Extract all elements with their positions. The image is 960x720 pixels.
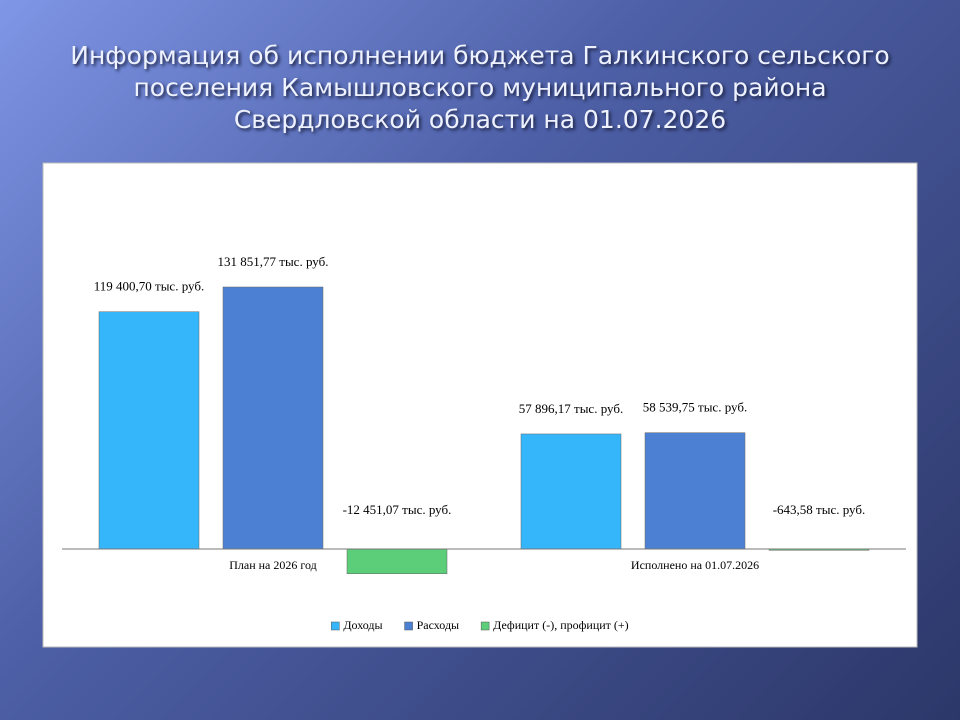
- x-tick-label: Исполнено на 01.07.2026: [631, 558, 759, 572]
- value-label: 131 851,77 тыс. руб.: [218, 254, 329, 269]
- bar: [520, 433, 622, 550]
- x-tick-label: План на 2026 год: [229, 558, 317, 572]
- value-label: 57 896,17 тыс. руб.: [519, 401, 623, 416]
- legend-swatch: [404, 621, 413, 631]
- slide-title: Информация об исполнении бюджета Галкинс…: [70, 41, 890, 134]
- legend-label: Дефицит (-), профицит (+): [493, 618, 629, 632]
- legend-label: Расходы: [417, 618, 460, 632]
- legend-swatch: [331, 621, 340, 631]
- value-label: 58 539,75 тыс. руб.: [643, 400, 747, 415]
- bar: [346, 548, 448, 574]
- bar: [222, 286, 324, 550]
- value-label: 119 400,70 тыс. руб.: [94, 279, 204, 294]
- bar: [644, 432, 746, 550]
- legend-swatch: [480, 621, 490, 631]
- bar: [98, 311, 200, 550]
- value-label: -643,58 тыс. руб.: [773, 502, 866, 517]
- value-label: -12 451,07 тыс. руб.: [343, 502, 452, 517]
- legend-label: Доходы: [343, 618, 382, 632]
